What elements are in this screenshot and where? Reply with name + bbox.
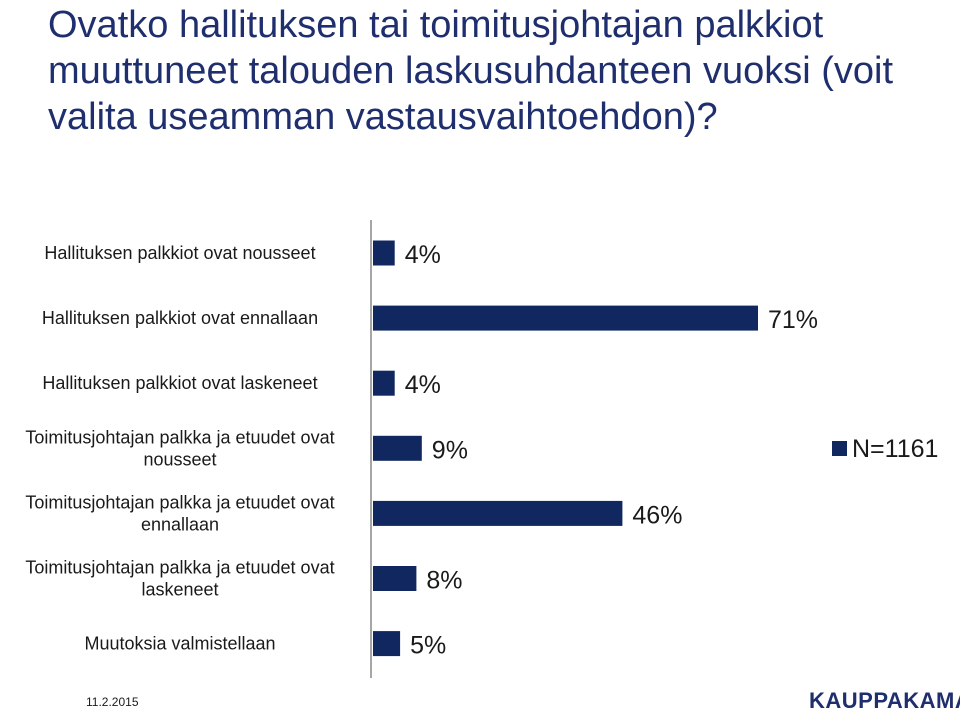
value-label-4: 9% [432,436,468,464]
category-label-5: Toimitusjohtajan palkka ja etuudet ovat e… [25,492,334,534]
category-label-6: Toimitusjohtajan palkka ja etuudet ovat l… [25,558,334,600]
category-label-7: Muutoksia valmistellaan [84,634,275,654]
value-label-2: 71% [768,306,818,334]
category-label-3: Hallituksen palkkiot ovat laskeneet [42,373,317,393]
category-label-4: Toimitusjohtajan palkka ja etuudet ovat n… [25,427,334,469]
bar-6 [373,566,417,591]
category-label-1: Hallituksen palkkiot ovat nousseet [44,243,315,263]
value-labels-group: 4% 71% 4% 9% 46% 8% 5% [405,241,818,660]
value-label-1: 4% [405,241,441,269]
footer-date: 11.2.2015 [86,695,139,709]
legend-swatch [832,441,847,456]
value-label-6: 8% [426,567,462,595]
bar-1 [373,240,395,266]
bar-5 [373,500,623,526]
bar-7 [373,631,401,657]
category-label-2: Hallituksen palkkiot ovat ennallaan [42,308,318,328]
bar-4 [373,435,422,461]
category-labels-group: Hallituksen palkkiot ovat nousseet Hallit… [25,243,334,654]
bar-2 [373,305,758,331]
bars-group [373,240,758,657]
legend: N=1161 [832,435,938,463]
chart-title: Ovatko hallituksen tai toimitusjohtajan … [48,4,893,138]
value-label-7: 5% [410,632,446,660]
legend-label: N=1161 [852,435,938,463]
value-label-5: 46% [632,501,682,529]
value-label-3: 4% [405,371,441,399]
brand-logo: KAUPPAKAMARI [809,688,960,713]
bar-3 [373,370,395,396]
